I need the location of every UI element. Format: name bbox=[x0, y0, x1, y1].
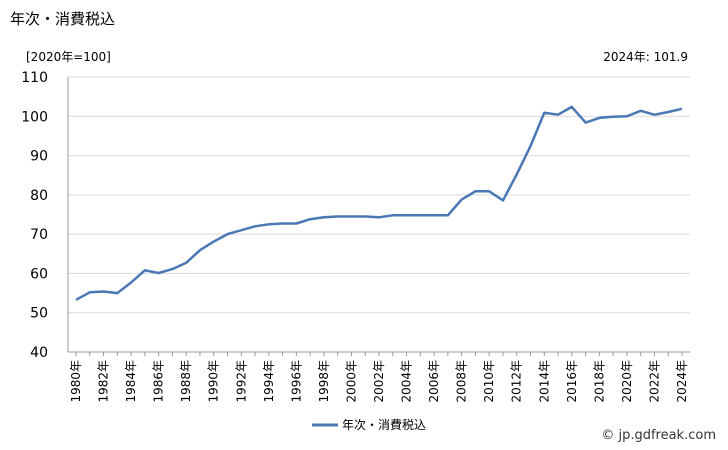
series-line-0 bbox=[75, 105, 683, 301]
x-tick-label-1980: 1980年 bbox=[69, 360, 83, 403]
unit-label: [2020年=100] bbox=[26, 50, 111, 64]
x-tick-label-2006: 2006年 bbox=[427, 360, 441, 403]
y-tick-label-60: 60 bbox=[30, 266, 48, 282]
latest-value-label: 2024年: 101.9 bbox=[603, 50, 688, 64]
x-tick-label-2014: 2014年 bbox=[537, 360, 551, 403]
x-tick-label-2016: 2016年 bbox=[565, 360, 579, 403]
x-axis-ticks: 1980年 1982年 1984年 1986年 1988年 1990年 1992年 1994年… bbox=[69, 352, 689, 403]
x-tick-label-2012: 2012年 bbox=[510, 360, 524, 403]
x-tick-label-2008: 2008年 bbox=[455, 360, 469, 403]
x-tick-label-1996: 1996年 bbox=[289, 360, 303, 403]
y-tick-label-70: 70 bbox=[30, 227, 48, 243]
x-tick-label-1994: 1994年 bbox=[262, 360, 276, 403]
y-tick-label-110: 110 bbox=[21, 70, 48, 86]
series-group bbox=[75, 105, 683, 301]
x-tick-label-2002: 2002年 bbox=[372, 360, 386, 403]
y-tick-label-40: 40 bbox=[30, 345, 48, 361]
y-tick-label-100: 100 bbox=[21, 109, 48, 125]
x-tick-label-1998: 1998年 bbox=[317, 360, 331, 403]
y-tick-label-50: 50 bbox=[30, 306, 48, 322]
x-tick-label-2024: 2024年 bbox=[675, 360, 689, 403]
x-tick-label-2010: 2010年 bbox=[482, 360, 496, 403]
credit-text: © jp.gdfreak.com bbox=[601, 428, 716, 443]
x-tick-label-1992: 1992年 bbox=[234, 360, 248, 403]
x-tick-label-2000: 2000年 bbox=[344, 360, 358, 403]
x-tick-label-1990: 1990年 bbox=[207, 360, 221, 403]
x-tick-label-2004: 2004年 bbox=[400, 360, 414, 403]
x-tick-label-1988: 1988年 bbox=[179, 360, 193, 403]
y-tick-label-80: 80 bbox=[30, 188, 48, 204]
legend: 年次・消費税込 bbox=[312, 417, 426, 432]
x-tick-label-1986: 1986年 bbox=[152, 360, 166, 403]
y-axis-ticks: 40 50 60 70 80 90 100 110 bbox=[21, 70, 48, 361]
chart-title: 年次・消費税込 bbox=[10, 10, 116, 28]
x-tick-label-2022: 2022年 bbox=[647, 360, 661, 403]
x-tick-label-1984: 1984年 bbox=[124, 360, 138, 403]
legend-label: 年次・消費税込 bbox=[342, 417, 426, 432]
x-tick-label-2020: 2020年 bbox=[620, 360, 634, 403]
x-tick-label-2018: 2018年 bbox=[592, 360, 606, 403]
x-tick-label-1982: 1982年 bbox=[97, 360, 111, 403]
y-tick-label-90: 90 bbox=[30, 149, 48, 165]
